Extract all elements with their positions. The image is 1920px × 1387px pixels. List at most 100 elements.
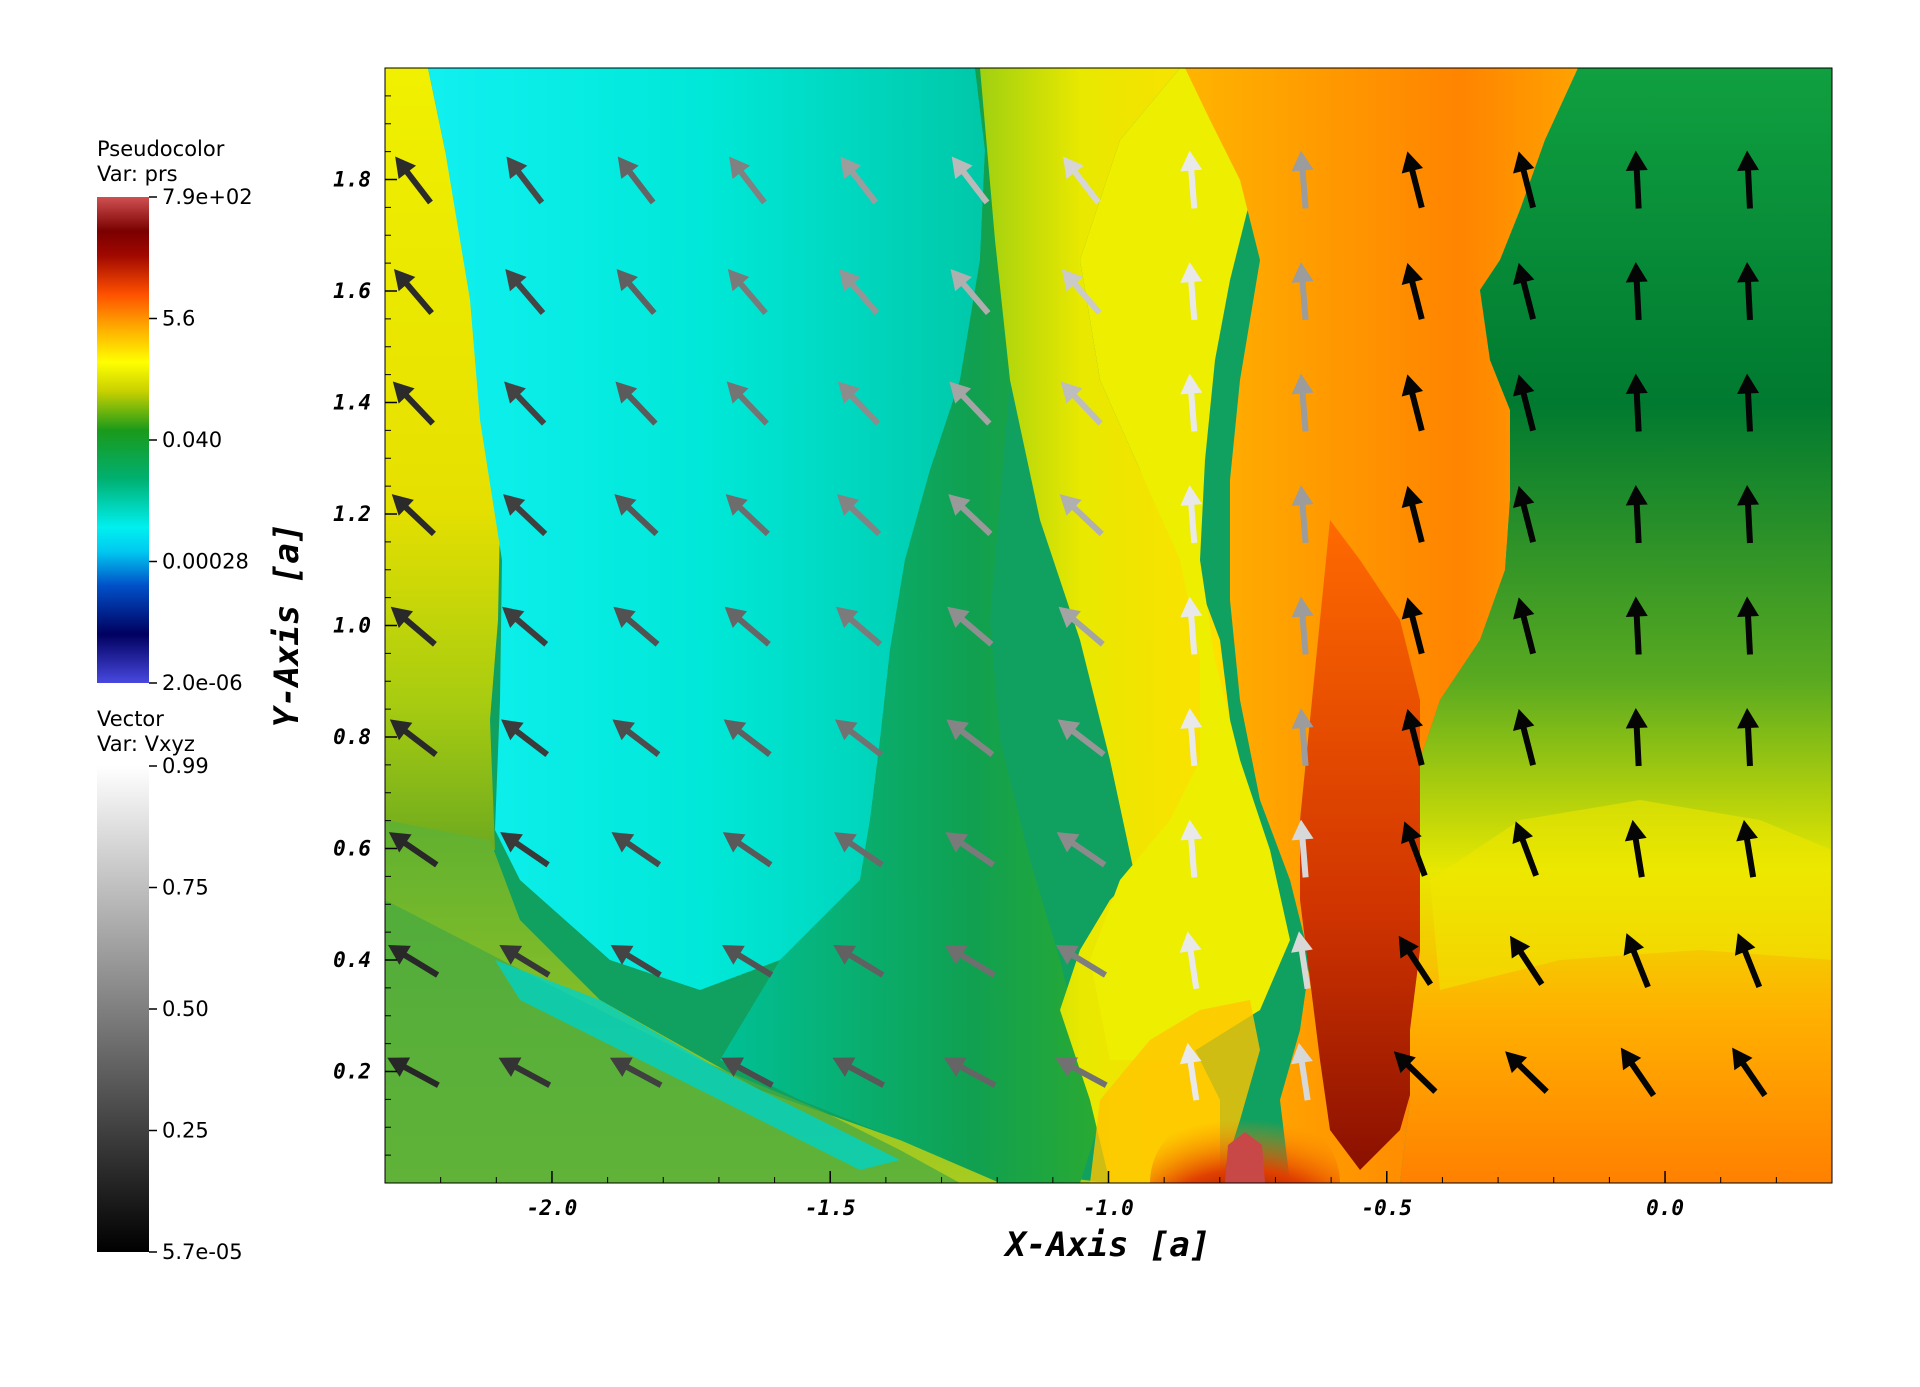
vector-arrow-shaft bbox=[1744, 498, 1753, 544]
vector-arrow-head bbox=[1625, 708, 1648, 729]
vector-arrow-shaft bbox=[1299, 721, 1309, 767]
y-tick-label: 1.6 bbox=[333, 279, 371, 303]
pseudocolor-colorbar bbox=[97, 197, 149, 683]
vector-arrow-head bbox=[729, 156, 750, 180]
x-tick-label: -2.0 bbox=[527, 1196, 578, 1220]
vector-arrow-head bbox=[1180, 596, 1203, 618]
vector-arrow-head bbox=[502, 606, 525, 629]
vector-arrow-shaft bbox=[1299, 275, 1309, 321]
vector-arrow-head bbox=[1401, 374, 1424, 397]
vector-arrow-shaft bbox=[846, 165, 879, 205]
field-source-core bbox=[1225, 1132, 1265, 1183]
vector-arrow-head bbox=[1056, 832, 1080, 853]
vector-arrow-head bbox=[391, 494, 414, 516]
vector-arrow-shaft bbox=[398, 837, 439, 868]
vector-arrow-shaft bbox=[400, 389, 435, 426]
vector-arrow-head bbox=[721, 1057, 745, 1077]
vector-arrow-head bbox=[609, 1057, 633, 1077]
vector-arrow-shaft bbox=[398, 1061, 440, 1088]
vector-arrow-shaft bbox=[399, 501, 436, 537]
vector-arrow-shaft bbox=[1519, 387, 1536, 432]
vector-arrow-head bbox=[1180, 708, 1203, 729]
vector-arrow-shaft bbox=[1298, 944, 1311, 990]
y-axis-ticks: 0.2 0.4 0.6 0.8 1.0 1.2 1.4 1.6 1.8 bbox=[333, 95, 397, 1156]
colorbar-label: 5.6 bbox=[162, 307, 195, 331]
vector-arrow-shaft bbox=[510, 725, 550, 757]
vector-arrow-shaft bbox=[1737, 1057, 1768, 1098]
field-jet-core bbox=[1300, 520, 1430, 1170]
vector-arrow-shaft bbox=[1519, 721, 1536, 766]
vector-arrow-shaft bbox=[843, 949, 885, 978]
vector-arrow-head bbox=[1401, 151, 1424, 174]
vector-arrow-head bbox=[388, 832, 412, 853]
vector-arrow-head bbox=[1401, 708, 1424, 732]
vector-arrow-head bbox=[1180, 373, 1203, 395]
vector-arrow-head bbox=[1060, 381, 1083, 404]
vector-arrow-head bbox=[1063, 156, 1084, 180]
vector-arrows bbox=[387, 150, 1768, 1101]
x-axis-title: X-Axis [a] bbox=[1003, 1225, 1211, 1265]
vector-arrow-shaft bbox=[1401, 1058, 1438, 1094]
vector-arrow-shaft bbox=[956, 501, 993, 537]
vector-arrow-shaft bbox=[1407, 610, 1425, 655]
vector-arrow-head bbox=[500, 832, 523, 853]
vector-arrow-shaft bbox=[1299, 387, 1309, 432]
vector-arrow-head bbox=[722, 832, 746, 853]
vector-arrow-head bbox=[1291, 1042, 1313, 1065]
vector-arrow-head bbox=[1513, 374, 1535, 397]
vector-arrow-shaft bbox=[1299, 833, 1309, 878]
pseudocolor-legend-var: Var: prs bbox=[97, 162, 178, 186]
vector-arrow-shaft bbox=[957, 277, 991, 315]
vector-arrow-head bbox=[1625, 150, 1648, 172]
vector-arrow-shaft bbox=[1068, 277, 1102, 315]
vector-arrow-shaft bbox=[510, 837, 550, 868]
vector-arrow-shaft bbox=[511, 501, 548, 537]
vector-arrow-shaft bbox=[1068, 389, 1103, 426]
vector-arrow-head bbox=[1055, 1057, 1078, 1077]
vector-arrow-shaft bbox=[1515, 945, 1545, 986]
vector-arrow-shaft bbox=[955, 837, 996, 868]
vector-arrow-head bbox=[1732, 1047, 1753, 1071]
vector-arrow-shaft bbox=[1187, 387, 1198, 432]
vector-arrow-head bbox=[1291, 150, 1314, 172]
vector-arrow-shaft bbox=[1633, 721, 1642, 767]
vector-arrow-head bbox=[1737, 150, 1760, 172]
vector-arrow-head bbox=[832, 1057, 856, 1077]
vector-arrow-shaft bbox=[734, 389, 769, 426]
vector-arrow-head bbox=[613, 606, 636, 629]
vector-arrow-head bbox=[1625, 485, 1648, 506]
vector-arrow-head bbox=[1737, 708, 1760, 729]
vector-arrow-shaft bbox=[1633, 387, 1642, 432]
vector-arrow-head bbox=[504, 381, 526, 404]
vector-arrow-head bbox=[1620, 1047, 1642, 1071]
colorbar-label: 0.50 bbox=[162, 997, 209, 1021]
vector-colorbar-labels: 0.99 0.75 0.50 0.25 5.7e-05 bbox=[149, 754, 243, 1264]
y-tick-label: 0.4 bbox=[333, 948, 371, 972]
vector-arrow-shaft bbox=[1744, 164, 1753, 209]
vector-arrow-shaft bbox=[1743, 833, 1757, 878]
vector-arrow-shaft bbox=[1407, 387, 1425, 432]
vector-arrow-shaft bbox=[622, 389, 658, 426]
vector-arrow-head bbox=[1513, 708, 1535, 732]
vector-arrow-head bbox=[1625, 262, 1648, 283]
vector-arrow-head bbox=[1179, 1042, 1202, 1065]
vector-arrow-head bbox=[1737, 485, 1760, 506]
vector-arrow-shaft bbox=[511, 389, 547, 426]
vector-arrow-shaft bbox=[1066, 1061, 1108, 1088]
vector-arrow-shaft bbox=[510, 613, 549, 647]
vector-arrow-shaft bbox=[1187, 610, 1198, 655]
vector-arrow-shaft bbox=[1406, 833, 1428, 877]
y-tick-label: 1.2 bbox=[333, 502, 371, 526]
vector-arrow-shaft bbox=[399, 725, 438, 757]
vector-arrow-head bbox=[1510, 935, 1531, 959]
vector-arrow-shaft bbox=[732, 1061, 774, 1088]
vector-arrow-shaft bbox=[1067, 613, 1105, 647]
vector-arrow-shaft bbox=[1744, 721, 1753, 767]
vector-arrow-shaft bbox=[1519, 275, 1536, 320]
y-tick-label: 0.8 bbox=[333, 725, 371, 749]
vector-arrow-head bbox=[1398, 935, 1419, 959]
y-tick-label: 1.8 bbox=[333, 168, 371, 192]
vector-arrow-head bbox=[838, 381, 860, 404]
vector-arrow-head bbox=[503, 494, 526, 516]
vector-arrow-shaft bbox=[1633, 275, 1642, 321]
